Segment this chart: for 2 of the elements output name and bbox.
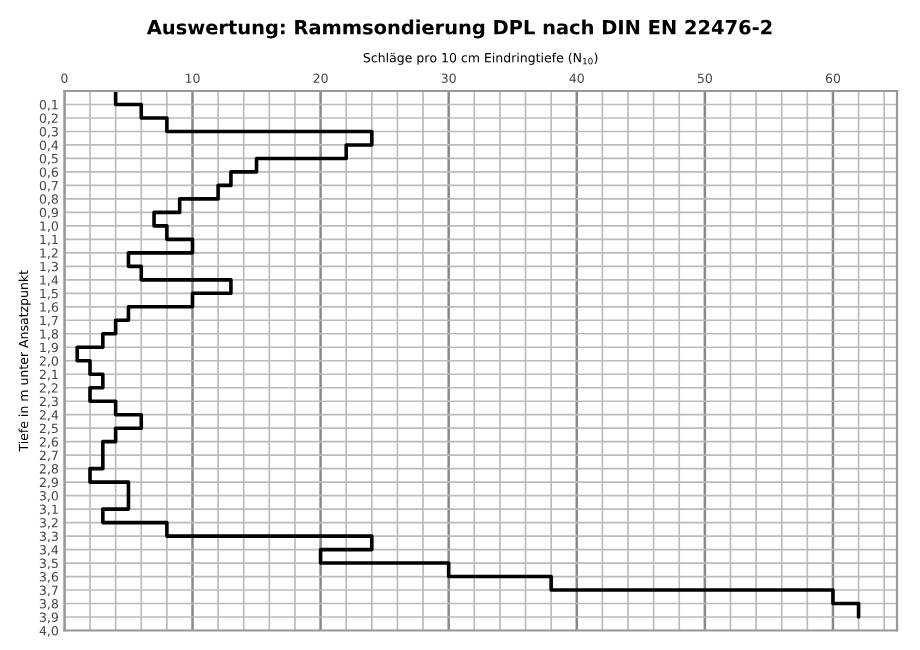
line-series [75,91,861,619]
chart-title: Auswertung: Rammsondierung DPL nach DIN EN 22476-2 [146,19,772,39]
